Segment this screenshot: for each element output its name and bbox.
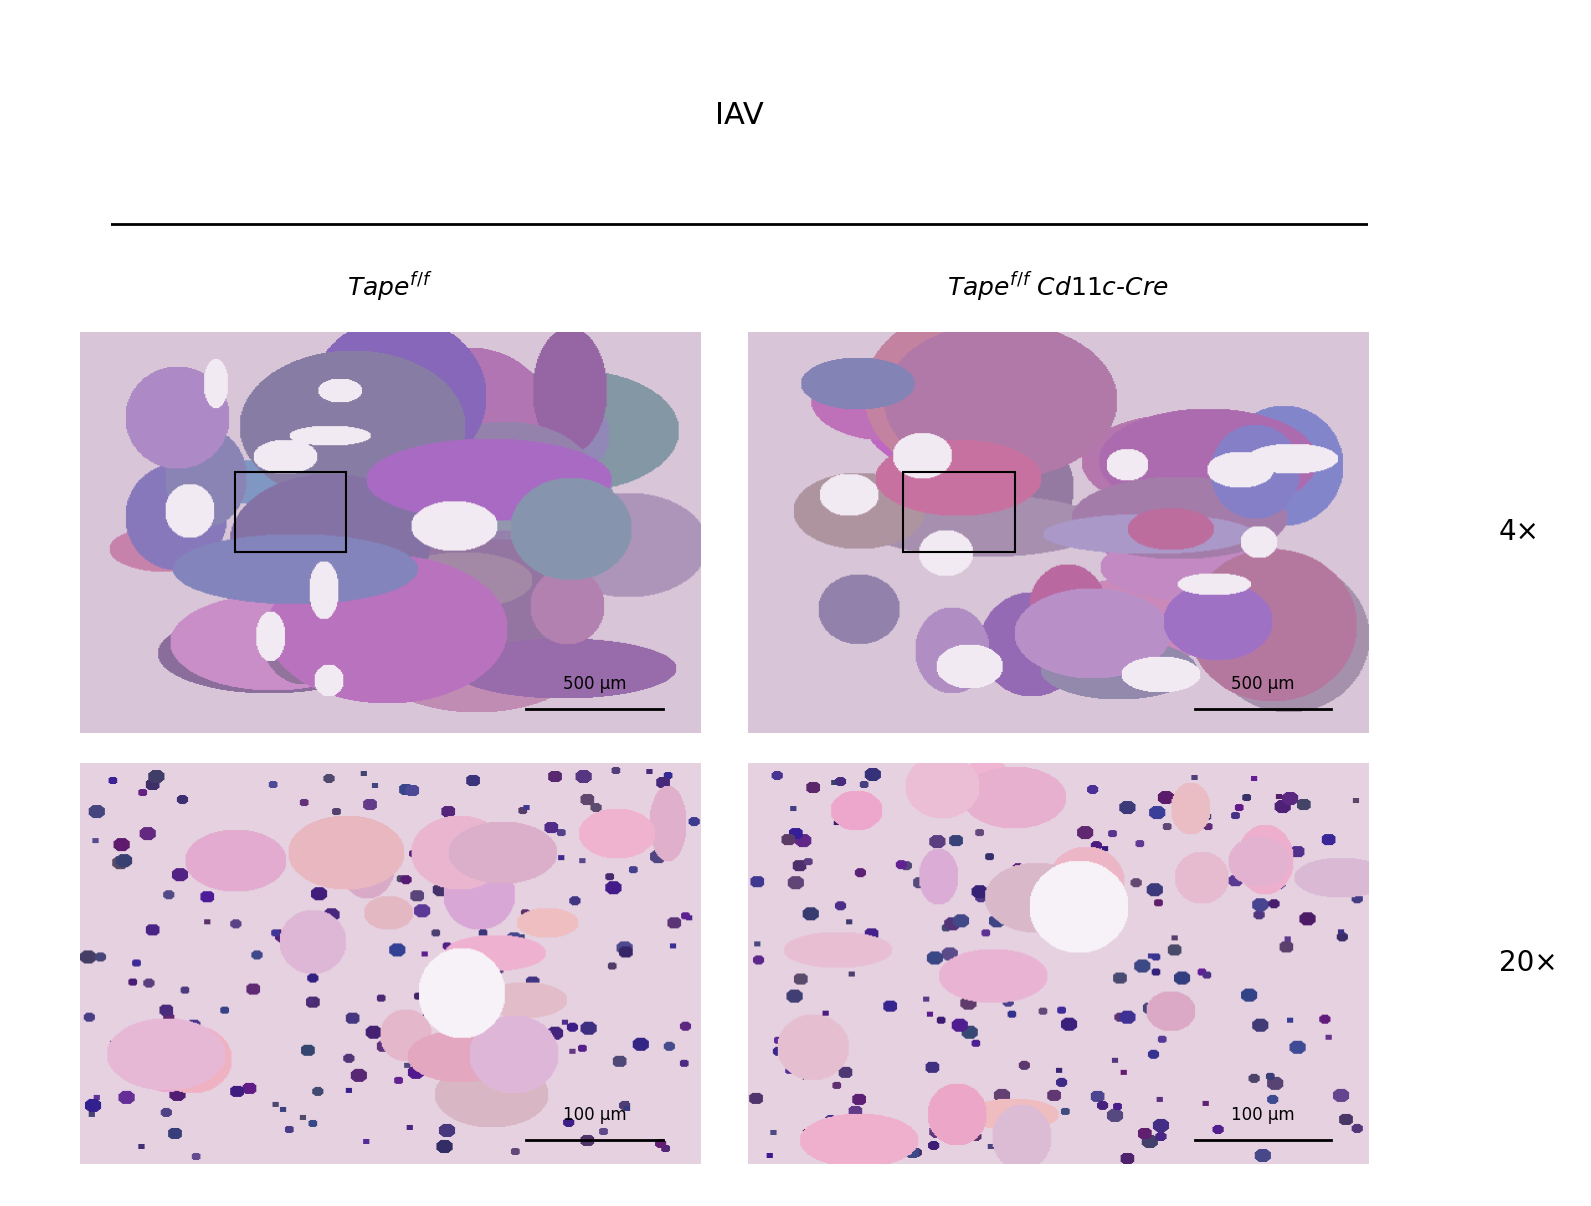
Text: 20×: 20× [1499,949,1558,977]
Text: 500 μm: 500 μm [563,674,627,692]
Text: 4×: 4× [1499,519,1540,546]
Text: 100 μm: 100 μm [1231,1106,1295,1124]
Text: 100 μm: 100 μm [563,1106,627,1124]
Bar [904,472,1015,552]
Text: IAV: IAV [716,100,764,130]
Text: 500 μm: 500 μm [1231,674,1295,692]
Text: $\mathit{Tape}^{f/f}$ $\mathit{Cd11c}$-$\mathit{Cre}$: $\mathit{Tape}^{f/f}$ $\mathit{Cd11c}$-$… [947,270,1169,304]
Bar [235,472,347,552]
Text: $\mathit{Tape}^{f/f}$: $\mathit{Tape}^{f/f}$ [347,270,433,304]
